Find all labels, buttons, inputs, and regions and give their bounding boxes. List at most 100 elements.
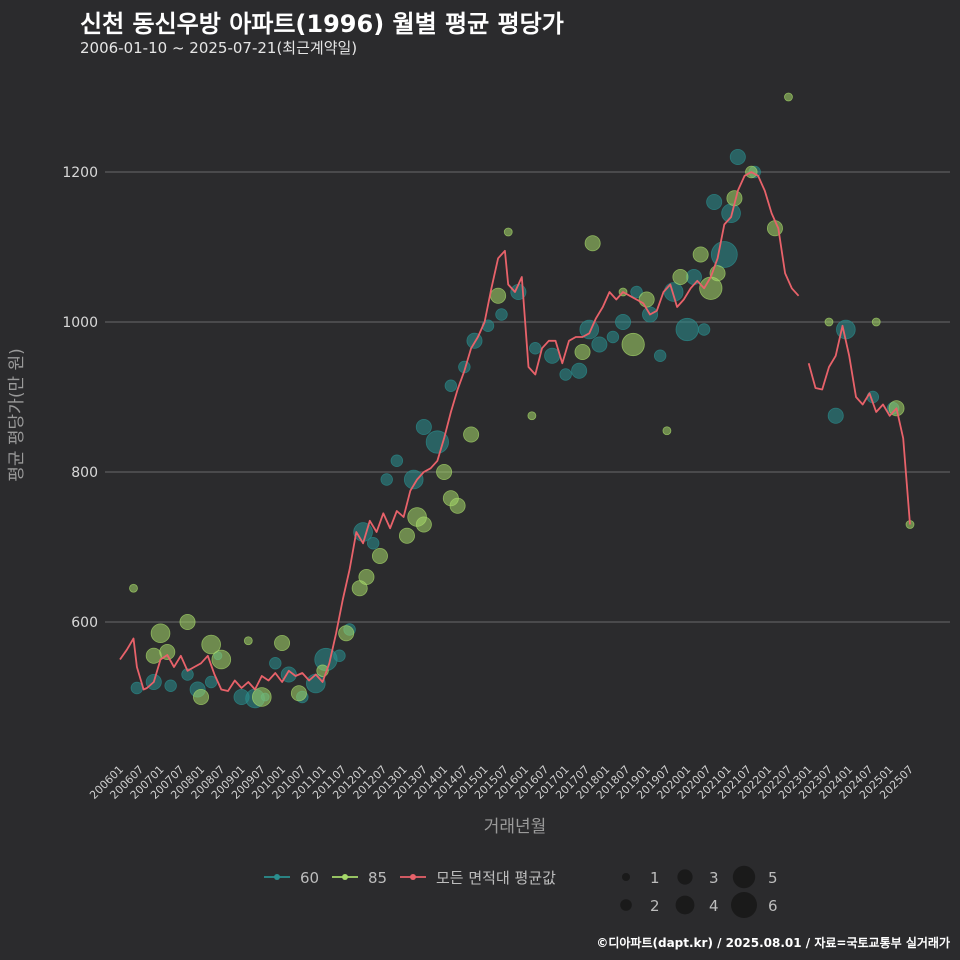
point-60-18 — [367, 537, 380, 550]
point-85-11 — [290, 685, 307, 702]
legend-size-circle — [675, 895, 695, 915]
y-tick-label: 600 — [71, 615, 98, 631]
point-60-22 — [415, 418, 432, 435]
point-85-3 — [159, 644, 176, 661]
point-85-1 — [145, 647, 162, 664]
legend-size-circle — [731, 892, 757, 918]
point-85-10 — [274, 635, 291, 652]
point-85-34 — [692, 246, 709, 263]
point-60-37 — [615, 313, 632, 330]
y-axis-ticks: 600 800 1000 1200 — [62, 165, 98, 631]
point-85-28 — [584, 235, 601, 252]
point-85-4 — [179, 614, 196, 631]
point-60-23 — [425, 430, 449, 454]
point-85-22 — [449, 497, 466, 514]
legend-swatch-dot — [410, 874, 416, 880]
legend-size-circle — [622, 873, 630, 881]
point-60-40 — [653, 349, 667, 362]
legend-size-circle — [620, 899, 632, 911]
average-line — [119, 171, 911, 692]
point-60-47 — [721, 203, 741, 224]
point-85-19 — [415, 516, 432, 533]
legend-size-5: 5 — [732, 865, 778, 889]
average-line-segment-0 — [119, 171, 800, 692]
point-60-19 — [380, 473, 393, 486]
point-85-0 — [129, 583, 138, 593]
legend-swatch-dot — [342, 874, 348, 880]
source-caption: ©디아파트(dapt.kr) / 2025.08.01 / 자료=국토교통부 실… — [596, 936, 950, 950]
point-85-40 — [784, 92, 793, 102]
legend-size-2: 2 — [620, 897, 660, 915]
point-85-13 — [338, 625, 355, 642]
point-60-20 — [390, 454, 404, 467]
point-85-26 — [527, 411, 537, 421]
point-60-45 — [706, 193, 723, 210]
point-60-26 — [466, 332, 483, 349]
point-85-15 — [358, 569, 375, 586]
point-85-7 — [211, 649, 232, 670]
point-60-50 — [827, 407, 844, 424]
point-85-25 — [503, 227, 513, 237]
point-60-38 — [630, 285, 643, 299]
legend: 60 85 모든 면적대 평균값 1 2 3 4 5 6 — [264, 865, 778, 918]
point-85-30 — [621, 332, 645, 357]
point-60-28 — [495, 308, 508, 321]
legend-label: 60 — [300, 869, 319, 887]
legend-swatch-dot — [274, 874, 280, 880]
point-85-41 — [824, 317, 834, 327]
point-60-44 — [697, 323, 711, 336]
point-60-2 — [164, 679, 177, 692]
legend-size-label: 3 — [709, 869, 719, 887]
y-tick-label: 800 — [71, 465, 98, 481]
point-85-24 — [490, 287, 507, 304]
point-60-10 — [269, 657, 282, 670]
point-60-32 — [559, 368, 572, 381]
chart-subtitle: 2006-01-10 ~ 2025-07-21(최근계약일) — [80, 39, 358, 57]
y-tick-label: 1000 — [62, 315, 98, 331]
point-60-31 — [544, 347, 561, 364]
point-60-0 — [130, 681, 144, 695]
legend-item-2: 모든 면적대 평균값 — [400, 869, 556, 887]
average-line-segment-1 — [807, 324, 911, 525]
y-tick-label: 1200 — [62, 165, 98, 181]
point-85-5 — [193, 689, 210, 706]
chart-title: 신천 동신우방 아파트(1996) 월별 평균 평당가 — [80, 10, 564, 38]
point-85-32 — [662, 426, 672, 436]
point-85-17 — [398, 527, 415, 544]
point-60-24 — [444, 379, 458, 392]
legend-size-3: 3 — [677, 869, 719, 887]
point-60-21 — [403, 469, 424, 490]
legend-item-1: 85 — [332, 869, 387, 887]
point-60-36 — [606, 330, 620, 344]
point-85-6 — [201, 634, 221, 655]
x-axis-ticks: 2006012006072007012007072008012008072009… — [87, 763, 916, 802]
point-85-33 — [672, 268, 689, 285]
point-85-27 — [574, 343, 591, 360]
point-60-35 — [591, 336, 608, 353]
point-85-2 — [150, 623, 171, 644]
legend-label: 85 — [368, 869, 387, 887]
point-85-8 — [243, 636, 253, 646]
legend-size-label: 4 — [709, 897, 719, 915]
legend-size-label: 6 — [768, 897, 778, 915]
legend-size-label: 2 — [650, 897, 660, 915]
legend-size-circle — [732, 865, 756, 889]
point-85-42 — [871, 317, 881, 327]
point-85-16 — [371, 548, 388, 565]
point-60-33 — [571, 362, 588, 379]
point-60-48 — [729, 148, 746, 165]
point-85-31 — [638, 291, 655, 308]
gridlines — [105, 171, 950, 623]
legend-label: 모든 면적대 평균값 — [436, 869, 556, 887]
legend-size-6: 6 — [731, 892, 778, 918]
y-axis-title: 평균 평당가(만 원) — [7, 348, 27, 482]
point-85-9 — [251, 687, 272, 707]
legend-size-circle — [677, 869, 693, 885]
point-60-42 — [675, 317, 699, 342]
legend-size-4: 4 — [675, 895, 719, 915]
legend-size-label: 5 — [768, 869, 778, 887]
point-85-20 — [436, 463, 453, 480]
x-axis-title: 거래년월 — [484, 817, 547, 837]
point-60-15 — [333, 649, 346, 662]
